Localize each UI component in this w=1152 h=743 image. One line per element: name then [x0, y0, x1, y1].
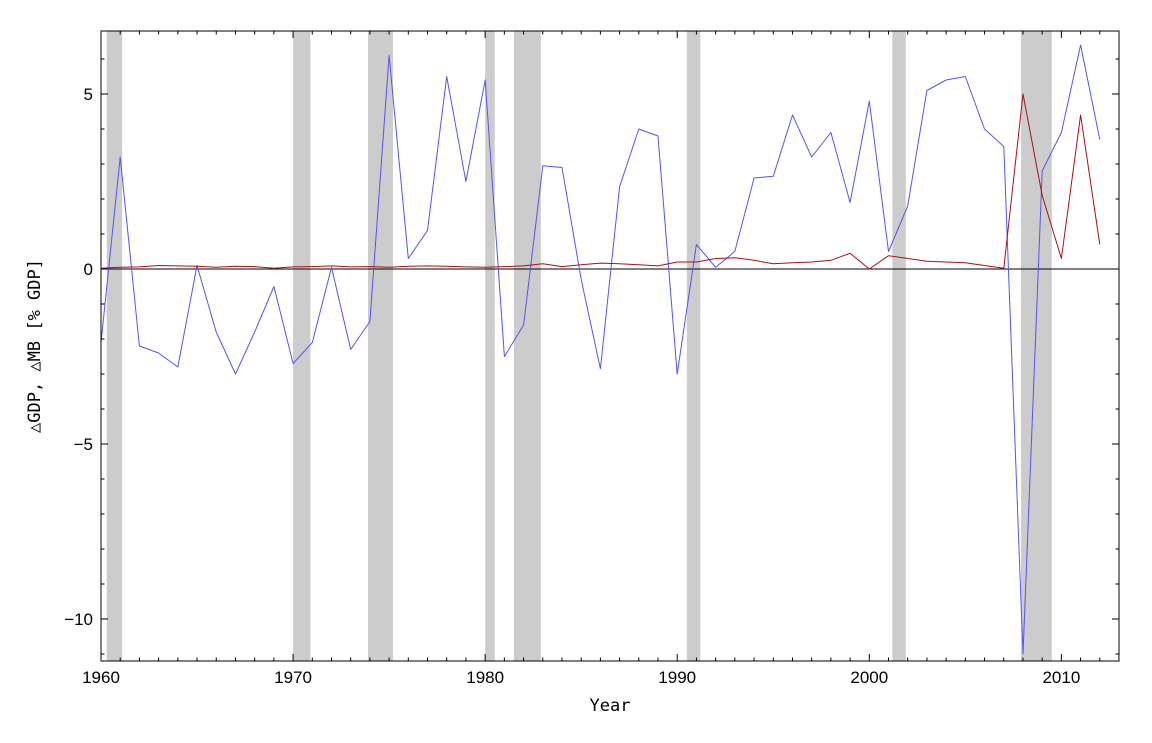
- x-ticks: 1960 1970 1980 1990 2000 2010: [82, 31, 1120, 687]
- y-ticks: −10 −5 0 5: [64, 58, 1119, 655]
- x-tick-label: 2010: [1042, 668, 1080, 687]
- y-axis-label: △GDP, △MB [% GDP]: [25, 259, 45, 433]
- y-tick-label: 5: [84, 85, 93, 104]
- recession-bands: [106, 31, 1052, 661]
- recession-band-7: [1021, 31, 1052, 661]
- x-tick-label: 1990: [658, 668, 696, 687]
- x-axis-label: Year: [590, 696, 631, 716]
- y-tick-label: −10: [64, 610, 93, 629]
- y-tick-label: 0: [84, 260, 93, 279]
- recession-band-6: [892, 31, 906, 661]
- recession-band-3: [485, 31, 495, 661]
- series-line-0: [100, 44, 1101, 655]
- plot-frame: [100, 30, 1120, 662]
- x-tick-label: 2000: [850, 668, 888, 687]
- recession-band-0: [106, 31, 123, 661]
- x-tick-label: 1980: [466, 668, 504, 687]
- recession-band-4: [513, 31, 541, 661]
- series-lines: [100, 44, 1101, 655]
- x-tick-label: 1960: [82, 668, 120, 687]
- recession-band-5: [686, 31, 701, 661]
- series-line-1: [100, 93, 1101, 270]
- recession-band-1: [293, 31, 311, 661]
- recession-band-2: [367, 31, 393, 661]
- x-tick-label: 1970: [274, 668, 312, 687]
- y-tick-label: −5: [74, 435, 93, 454]
